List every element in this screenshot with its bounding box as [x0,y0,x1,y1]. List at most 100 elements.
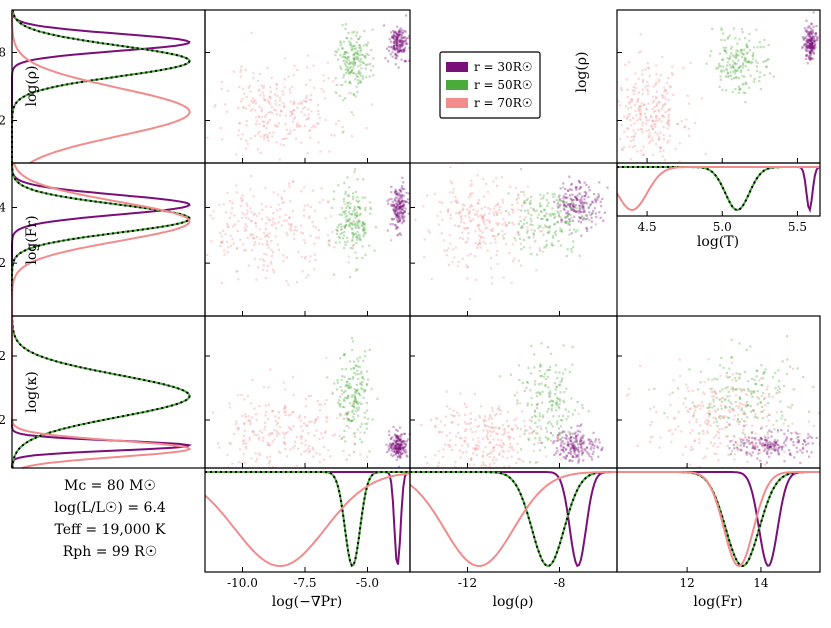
scatter-point [350,419,354,422]
marginal-fit-curve [617,471,820,568]
scatter-point [508,251,511,255]
scatter-point [805,40,808,43]
scatter-point [401,443,404,446]
scatter-point [731,407,735,411]
scatter-point [792,441,795,444]
scatter-point [362,178,365,181]
scatter-point [285,455,288,458]
scatter-point [767,436,770,439]
scatter-point [732,434,735,438]
scatter-point [791,403,794,406]
scatter-point [527,236,530,239]
scatter-point [577,192,580,195]
scatter-point [726,75,729,78]
scatter-point [448,443,451,447]
scatter-point [318,116,321,120]
scatter-point [246,212,249,215]
scatter-point [677,122,680,126]
scatter-point [533,353,536,356]
scatter-point [263,84,266,88]
scatter-point [524,216,527,219]
scatter-point [400,440,403,444]
scatter-point [369,486,371,488]
scatter-point [397,66,400,69]
scatter-point [472,208,475,211]
scatter-point [676,387,680,390]
scatter-point [249,188,252,191]
scatter-point [314,226,318,229]
scatter-point [555,386,558,389]
scatter-point [745,60,748,63]
scatter-point [505,419,509,423]
scatter-point [578,458,581,461]
scatter-point [743,75,746,78]
scatter-point [358,235,361,238]
scatter-point [571,363,574,366]
scatter-point [641,69,644,72]
scatter-point [402,461,404,463]
scatter-point [309,206,312,209]
scatter-point [344,97,347,100]
scatter-point [511,203,514,207]
scatter-point [575,197,578,200]
scatter-point [548,213,551,216]
scatter-point [572,202,575,205]
scatter-point [265,242,268,245]
scatter-point [716,445,720,449]
scatter-point [742,442,745,445]
scatter-point [405,443,408,446]
scatter-point [730,356,733,359]
scatter-point [728,411,731,414]
scatter-point [728,57,732,60]
scatter-point [495,432,498,435]
scatter-point [523,218,526,221]
scatter-point [279,109,283,113]
scatter-point [534,437,537,440]
marginal-curve-r=50R☉ [617,471,820,568]
scatter-point [626,127,629,130]
scatter-point [742,82,746,86]
scatter-point [577,209,580,212]
scatter-point [352,405,355,408]
scatter-point [266,216,269,219]
scatter-point [774,442,777,446]
scatter-point [746,404,749,407]
scatter-point [516,231,519,234]
scatter-point [354,212,357,215]
scatter-point [449,213,453,217]
scatter-point [478,242,481,245]
scatter-point [344,71,348,75]
scatter-point [356,201,360,204]
scatter-point [547,407,550,411]
scatter-point [532,209,535,212]
scatter-point [445,249,449,252]
scatter-point [358,46,361,50]
scatter-point [355,389,358,392]
scatter-point [737,405,740,408]
scatter-point [239,204,243,208]
scatter-point [259,237,262,240]
scatter-point [587,186,591,189]
scatter-point [484,242,487,245]
scatter-point [648,142,651,145]
scatter-point [307,108,310,111]
scatter-point [554,230,558,233]
scatter-point [479,214,482,217]
scatter-point [548,390,552,393]
scatter-point [391,218,394,221]
scatter-point [667,120,670,124]
scatter-point [307,116,310,120]
scatter-point [403,442,406,445]
scatter-point [360,53,363,56]
scatter-point [220,241,223,245]
scatter-point [247,484,249,486]
scatter-point [406,198,410,201]
scatter-point [355,199,358,202]
scatter-point [596,198,599,201]
scatter-point [732,70,735,73]
scatter-point [717,415,721,418]
scatter-panel-T-vs-rho [617,11,819,163]
scatter-point [707,419,710,423]
scatter-point [736,447,739,450]
scatter-point [262,86,265,90]
